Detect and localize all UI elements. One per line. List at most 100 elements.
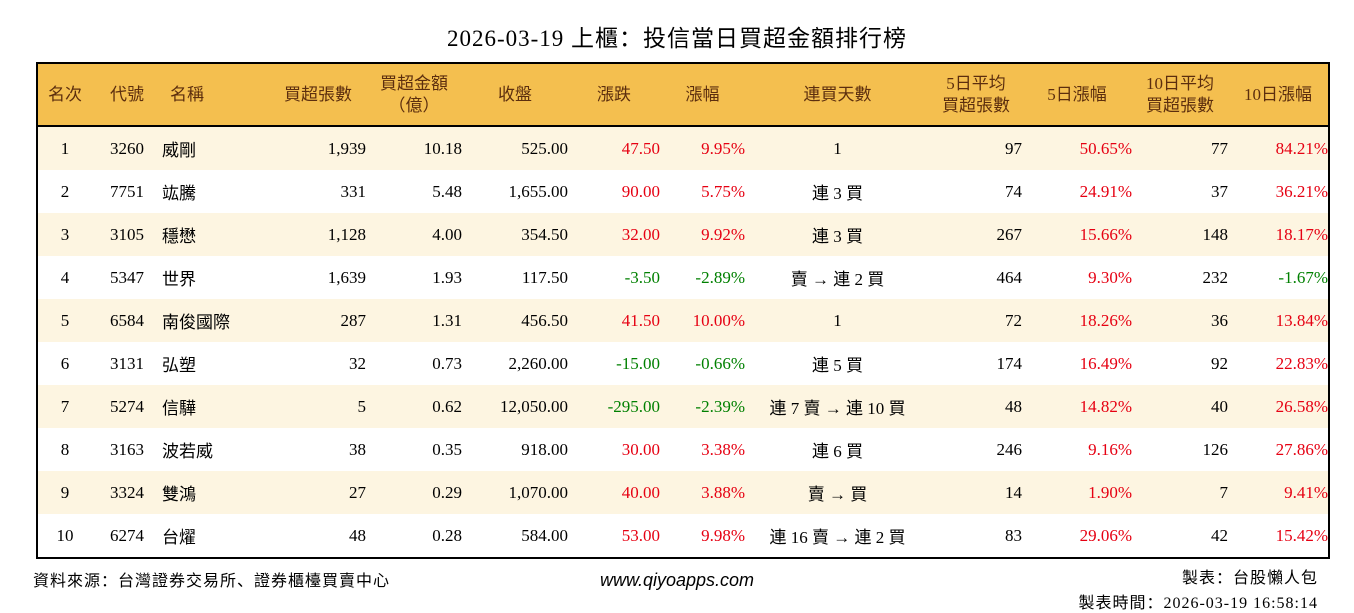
cell-rank: 2 (60, 181, 70, 201)
cell-rank: 8 (60, 439, 70, 459)
cell-change: 53.00 (621, 525, 660, 545)
cell-net-buy-amount: 1.31 (432, 310, 462, 330)
cell-rank: 10 (56, 525, 74, 545)
cell-avg10-lots: 148 (1202, 224, 1229, 244)
cell-change-pct: 5.75% (701, 181, 745, 201)
header-row: 名次 代號 名稱 買超張數 買超金額 （億） 收盤 漲跌 漲幅 連買天數 5日平均 買超張數 5日漲… (37, 63, 1329, 127)
cell-rank: 6 (60, 353, 70, 373)
cell-net-buy-lots: 27 (349, 482, 366, 502)
cell-pct-5d: 16.49% (1079, 353, 1132, 373)
cell-pct-5d: 9.16% (1088, 439, 1132, 459)
cell-pct-5d: 24.91% (1079, 181, 1132, 201)
cell-net-buy-lots: 1,939 (327, 138, 366, 158)
cell-name: 弘塑 (162, 356, 196, 375)
cell-pct-10d: 27.86% (1275, 439, 1328, 459)
cell-change: 32.00 (621, 224, 660, 244)
cell-buy-streak: 1 (833, 310, 842, 330)
cell-change-pct: 3.88% (701, 482, 745, 502)
cell-rank: 3 (60, 224, 70, 244)
cell-close: 1,655.00 (508, 181, 569, 201)
cell-net-buy-amount: 0.73 (432, 353, 462, 373)
cell-avg10-lots: 77 (1211, 138, 1228, 158)
cell-rank: 1 (60, 138, 70, 158)
cell-pct-10d: 13.84% (1275, 310, 1328, 330)
cell-change: -15.00 (616, 353, 660, 373)
cell-avg5-lots: 72 (1005, 310, 1022, 330)
column-header-buy-streak: 連買天數 (745, 63, 930, 127)
cell-pct-10d: 15.42% (1275, 525, 1328, 545)
column-header-pct-10d: 10日漲幅 (1228, 63, 1329, 127)
page-title: 2026-03-19 上櫃：投信當日買超金額排行榜 (446, 26, 908, 51)
cell-avg5-lots: 48 (1005, 396, 1022, 416)
table-row: 6 3131 弘塑 32 0.73 2,260.00 -15.00 -0.66% 連 5 買 17… (37, 342, 1329, 385)
cell-change-pct: -2.39% (695, 396, 745, 416)
cell-avg10-lots: 37 (1211, 181, 1228, 201)
cell-code: 3324 (110, 482, 144, 502)
cell-net-buy-lots: 331 (340, 181, 367, 201)
cell-avg10-lots: 36 (1211, 310, 1228, 330)
cell-pct-5d: 29.06% (1079, 525, 1132, 545)
cell-code: 6584 (110, 310, 144, 330)
cell-name: 竑騰 (162, 184, 196, 203)
column-header-avg5-lots: 5日平均 買超張數 (930, 63, 1022, 127)
cell-change: -3.50 (624, 267, 660, 287)
cell-net-buy-amount: 0.62 (432, 396, 462, 416)
cell-pct-10d: 22.83% (1275, 353, 1328, 373)
cell-avg5-lots: 83 (1005, 525, 1022, 545)
cell-rank: 7 (60, 396, 70, 416)
table-row: 10 6274 台燿 48 0.28 584.00 53.00 9.98% 連 16 賣 → 連… (37, 514, 1329, 558)
cell-name: 波若威 (162, 442, 213, 461)
table-row: 4 5347 世界 1,639 1.93 117.50 -3.50 -2.89% 賣 → 連 2… (37, 256, 1329, 299)
cell-change: 30.00 (621, 439, 660, 459)
cell-pct-10d: -1.67% (1278, 267, 1328, 287)
cell-change: 40.00 (621, 482, 660, 502)
cell-pct-5d: 1.90% (1088, 482, 1132, 502)
cell-net-buy-amount: 0.29 (432, 482, 462, 502)
table-row: 3 3105 穩懋 1,128 4.00 354.50 32.00 9.92% 連 3 買 267… (37, 213, 1329, 256)
cell-name: 雙鴻 (162, 485, 196, 504)
column-header-net-buy-lots: 買超張數 (270, 63, 366, 127)
table-row: 1 3260 威剛 1,939 10.18 525.00 47.50 9.95% 1 97 50.6… (37, 126, 1329, 170)
cell-change-pct: 9.92% (701, 224, 745, 244)
cell-close: 456.50 (521, 310, 568, 330)
cell-buy-streak: 連 16 賣 → 連 2 買 (769, 528, 906, 547)
cell-buy-streak: 連 3 買 (812, 227, 863, 246)
cell-avg10-lots: 126 (1202, 439, 1229, 459)
cell-close: 117.50 (521, 267, 568, 287)
cell-pct-10d: 9.41% (1284, 482, 1328, 502)
cell-code: 3260 (110, 138, 144, 158)
column-header-name: 名稱 (162, 63, 270, 127)
cell-avg5-lots: 464 (996, 267, 1023, 287)
cell-avg10-lots: 92 (1211, 353, 1228, 373)
data-source-note: 資料來源：台灣證券交易所、證券櫃檯買賣中心 (33, 573, 391, 590)
cell-close: 918.00 (521, 439, 568, 459)
cell-name: 威剛 (162, 141, 196, 160)
cell-avg5-lots: 174 (996, 353, 1023, 373)
generated-timestamp: 製表時間：2026-03-19 16:58:14 (1078, 595, 1318, 612)
cell-change-pct: 10.00% (692, 310, 745, 330)
cell-buy-streak: 連 5 買 (812, 356, 863, 375)
cell-change-pct: -2.89% (695, 267, 745, 287)
cell-change: 41.50 (621, 310, 660, 330)
website-url: www.qiyoapps.com (599, 570, 755, 590)
ranking-table: 名次 代號 名稱 買超張數 買超金額 （億） 收盤 漲跌 漲幅 連買天數 5日平均 買超張數 5日漲… (36, 62, 1330, 559)
maker-credit: 製表：台股懶人包 (1181, 570, 1318, 587)
cell-name: 信驊 (162, 399, 196, 418)
cell-net-buy-lots: 287 (340, 310, 367, 330)
cell-change-pct: 9.98% (701, 525, 745, 545)
table-row: 5 6584 南俊國際 287 1.31 456.50 41.50 10.00% 1 72 18.2… (37, 299, 1329, 342)
cell-net-buy-amount: 1.93 (432, 267, 462, 287)
cell-net-buy-lots: 5 (357, 396, 367, 416)
cell-avg10-lots: 42 (1211, 525, 1228, 545)
column-header-pct-5d: 5日漲幅 (1022, 63, 1132, 127)
cell-change: 90.00 (621, 181, 660, 201)
cell-pct-5d: 9.30% (1088, 267, 1132, 287)
cell-net-buy-lots: 1,639 (327, 267, 366, 287)
table-row: 9 3324 雙鴻 27 0.29 1,070.00 40.00 3.88% 賣 → 買 14 1.… (37, 471, 1329, 514)
column-header-rank: 名次 (37, 63, 92, 127)
table-row: 2 7751 竑騰 331 5.48 1,655.00 90.00 5.75% 連 3 買 74 2… (37, 170, 1329, 213)
table-body: 1 3260 威剛 1,939 10.18 525.00 47.50 9.95% 1 97 50.6… (37, 126, 1329, 558)
column-header-change: 漲跌 (568, 63, 660, 127)
cell-pct-5d: 14.82% (1079, 396, 1132, 416)
cell-name: 南俊國際 (162, 313, 230, 332)
